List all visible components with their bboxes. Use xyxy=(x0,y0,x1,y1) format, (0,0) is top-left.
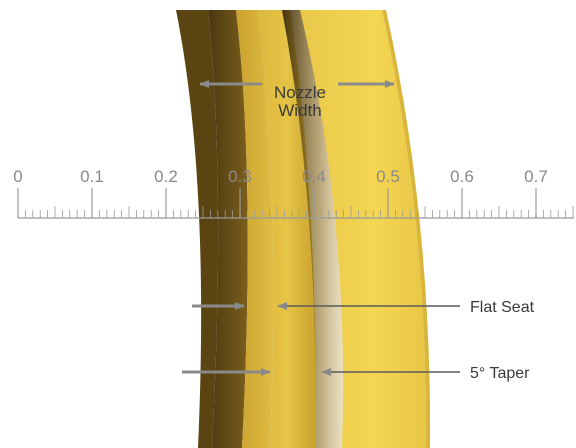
taper-label: 5° Taper xyxy=(470,365,530,382)
ruler-tick-label: 0.5 xyxy=(376,167,400,186)
seat-band-left xyxy=(208,10,248,448)
ruler-tick-label: 0.3 xyxy=(228,167,252,186)
ruler-ticks xyxy=(17,188,574,218)
nozzle-face xyxy=(300,10,427,448)
ruler-tick-label: 0.7 xyxy=(524,167,548,186)
ruler: 0 0.1 0.2 0.3 0.4 0.5 0.6 0.7 xyxy=(13,167,574,219)
outer-dark-band xyxy=(176,10,219,448)
nozzle-band xyxy=(176,10,431,448)
ruler-tick-label: 0.6 xyxy=(450,167,474,186)
ruler-tick-label: 0.1 xyxy=(80,167,104,186)
ruler-tick-label: 0.4 xyxy=(302,167,326,186)
flat-seat-label: Flat Seat xyxy=(470,299,535,316)
nozzle-width-label-line1: Nozzle xyxy=(274,83,326,102)
nozzle-width-label-line2: Width xyxy=(278,101,321,120)
ruler-labels: 0 0.1 0.2 0.3 0.4 0.5 0.6 0.7 xyxy=(13,167,548,186)
flat-seat-band xyxy=(236,10,274,448)
ruler-tick-label: 0 xyxy=(13,167,22,186)
ruler-tick-label: 0.2 xyxy=(154,167,178,186)
